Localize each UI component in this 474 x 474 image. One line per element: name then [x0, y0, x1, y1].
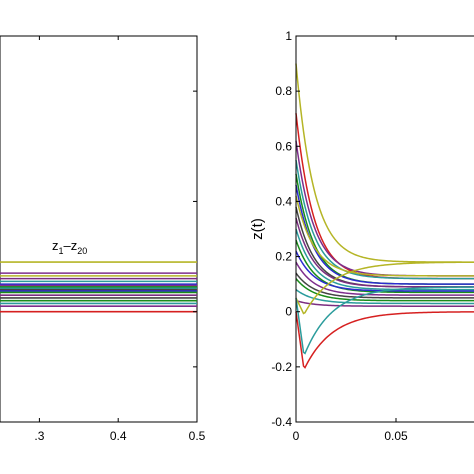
right-x-tick-label: 0.05 [384, 429, 408, 443]
right-series-line-6 [295, 184, 474, 285]
left-series-group [0, 261, 197, 313]
right-series-line-5 [295, 173, 474, 285]
right-series-line-3 [295, 140, 474, 277]
right-series-line-13 [295, 261, 474, 296]
right-y-tick-label: -0.2 [271, 360, 292, 374]
left-x-tick-label: 0.5 [189, 429, 206, 443]
right-series-line-16 [295, 289, 474, 305]
right-series-line-14 [295, 272, 474, 299]
right-plot-frame [295, 35, 474, 423]
left-x-tick-label: .3 [34, 429, 44, 443]
right-y-tick-label: 0.8 [275, 84, 292, 98]
left-x-tick-label: 0.4 [110, 429, 127, 443]
right-ticks-group: -0.4 -0.2 0 0.2 0.4 0.6 0.8 1 0 0.05 [271, 29, 408, 443]
right-y-tick-label: 1 [285, 29, 292, 43]
right-series-line-18 [295, 261, 474, 315]
right-series-line-4 [295, 159, 474, 280]
right-series-line-7 [295, 195, 474, 277]
y-axis-label: z(t) [249, 218, 266, 240]
right-series-line-19 [295, 286, 474, 355]
right-y-tick-label: 0 [285, 305, 292, 319]
right-series-line-20 [295, 311, 474, 369]
right-series-line-1 [295, 63, 474, 263]
right-y-tick-label: 0.4 [275, 194, 292, 208]
right-series-line-17 [295, 299, 474, 307]
right-series-line-11 [295, 239, 474, 294]
right-series-line-2 [295, 113, 474, 280]
left-plot: .3 0.4 0.5 z1–z20 [0, 35, 206, 443]
right-series-line-10 [295, 228, 474, 291]
annotation-base-1: z [52, 238, 59, 253]
annotation-subscript-1: 1 [59, 246, 64, 256]
right-series-line-15 [295, 278, 474, 302]
annotation-subscript-2: 20 [77, 246, 87, 256]
series-range-annotation: z1–z20 [52, 238, 87, 256]
annotation-dash: – [64, 238, 72, 253]
left-plot-frame [0, 35, 198, 423]
right-series-group [295, 63, 474, 369]
right-x-tick-label: 0 [293, 429, 300, 443]
right-plot: -0.4 -0.2 0 0.2 0.4 0.6 0.8 1 0 0.05 z(t) [249, 29, 474, 443]
annotation-base-2: z [71, 238, 78, 253]
right-y-tick-label: -0.4 [271, 415, 292, 429]
left-ticks-group: .3 0.4 0.5 [34, 36, 206, 443]
right-y-tick-label: 0.2 [275, 250, 292, 264]
right-y-tick-label: 0.6 [275, 139, 292, 153]
